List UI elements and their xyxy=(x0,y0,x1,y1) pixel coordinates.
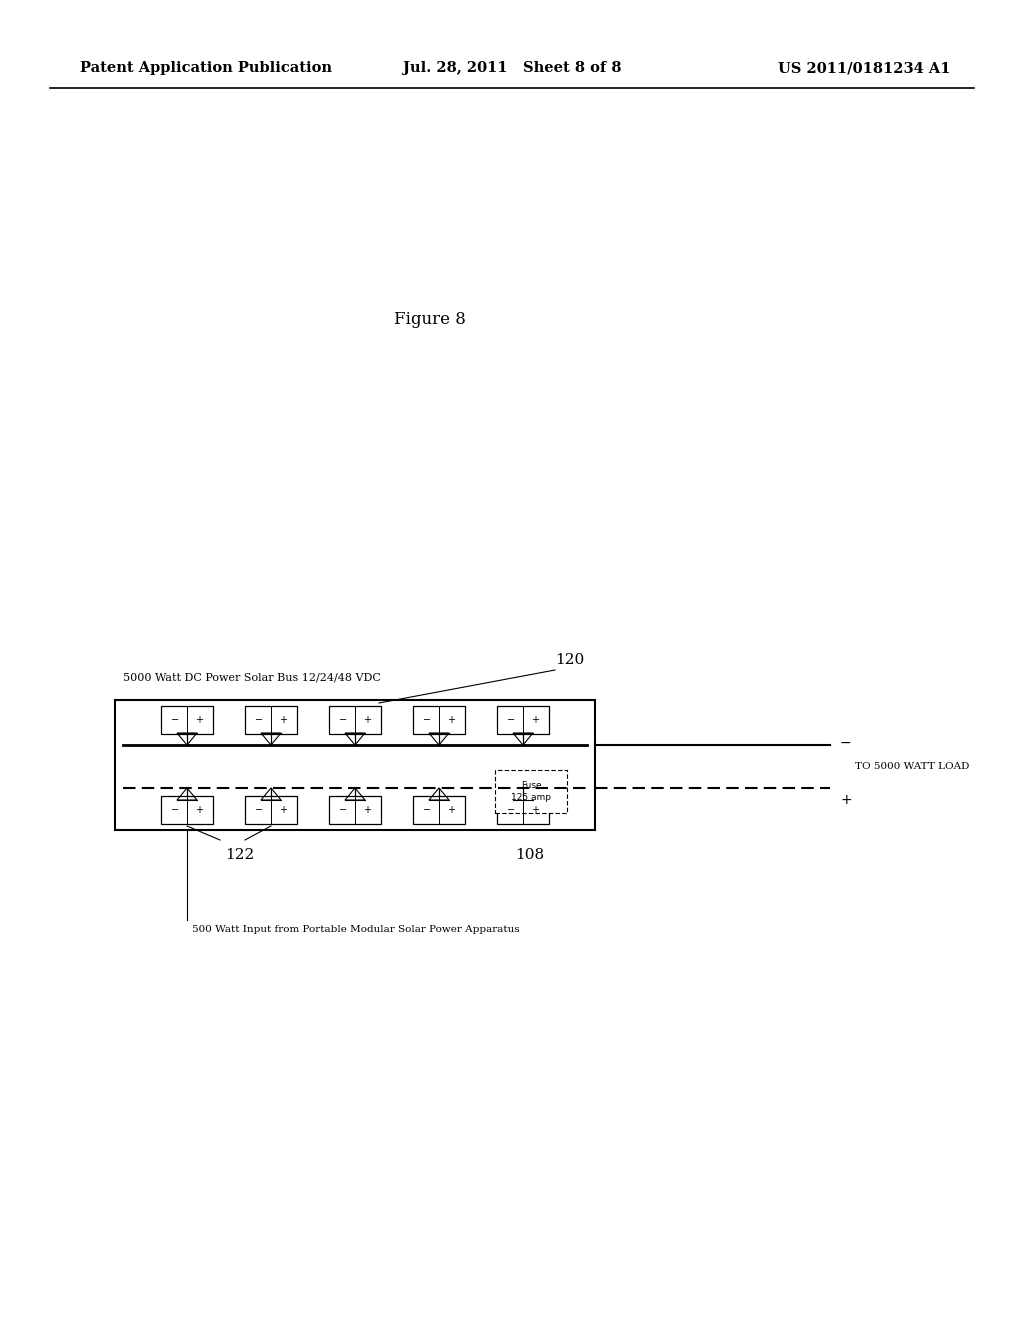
Text: +: + xyxy=(195,715,203,725)
Text: 108: 108 xyxy=(515,847,545,862)
Text: +: + xyxy=(446,715,455,725)
Text: +: + xyxy=(362,805,371,814)
Text: US 2011/0181234 A1: US 2011/0181234 A1 xyxy=(777,61,950,75)
Text: −: − xyxy=(339,805,347,814)
Bar xyxy=(245,796,297,824)
Bar xyxy=(497,796,549,824)
Text: +: + xyxy=(362,715,371,725)
Text: +: + xyxy=(279,805,287,814)
Bar xyxy=(329,796,381,824)
Bar xyxy=(329,706,381,734)
Text: +: + xyxy=(279,715,287,725)
Text: −: − xyxy=(339,715,347,725)
Text: +: + xyxy=(195,805,203,814)
Text: Jul. 28, 2011   Sheet 8 of 8: Jul. 28, 2011 Sheet 8 of 8 xyxy=(402,61,622,75)
Text: −: − xyxy=(507,805,515,814)
Text: 122: 122 xyxy=(225,847,255,862)
Text: +: + xyxy=(840,793,852,807)
Text: 500 Watt Input from Portable Modular Solar Power Apparatus: 500 Watt Input from Portable Modular Sol… xyxy=(193,925,519,935)
Text: Figure 8: Figure 8 xyxy=(394,312,466,329)
Text: −: − xyxy=(840,737,852,750)
Text: −: − xyxy=(423,805,431,814)
Text: −: − xyxy=(171,715,179,725)
Bar xyxy=(413,706,465,734)
Text: −: − xyxy=(507,715,515,725)
Text: −: − xyxy=(255,715,263,725)
Bar xyxy=(495,770,567,813)
Text: 120: 120 xyxy=(555,653,585,667)
Text: −: − xyxy=(171,805,179,814)
Bar xyxy=(115,700,595,830)
Bar xyxy=(245,706,297,734)
Text: +: + xyxy=(531,805,539,814)
Bar xyxy=(497,706,549,734)
Text: +: + xyxy=(531,715,539,725)
Text: TO 5000 WATT LOAD: TO 5000 WATT LOAD xyxy=(855,762,970,771)
Text: −: − xyxy=(423,715,431,725)
Text: 5000 Watt DC Power Solar Bus 12/24/48 VDC: 5000 Watt DC Power Solar Bus 12/24/48 VD… xyxy=(123,673,381,682)
Text: Fuse
125 amp: Fuse 125 amp xyxy=(511,781,551,801)
Text: +: + xyxy=(446,805,455,814)
Bar xyxy=(413,796,465,824)
Bar xyxy=(161,796,213,824)
Bar xyxy=(161,706,213,734)
Text: Patent Application Publication: Patent Application Publication xyxy=(80,61,332,75)
Text: −: − xyxy=(255,805,263,814)
